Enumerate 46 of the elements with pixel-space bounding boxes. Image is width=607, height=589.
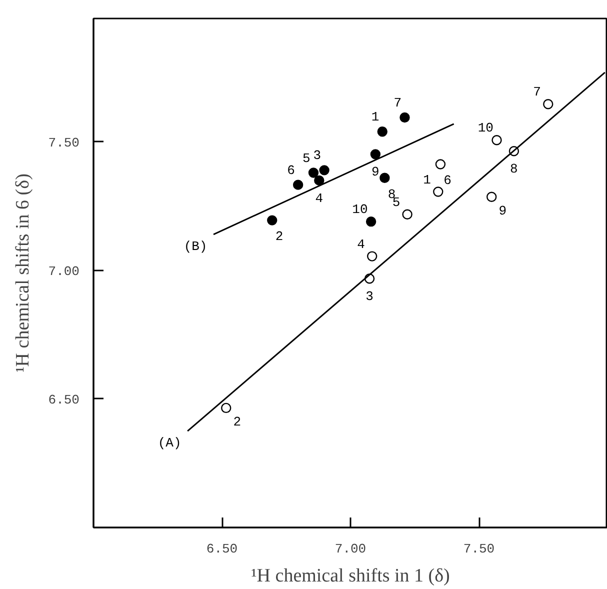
annotation: (B) <box>184 238 208 254</box>
y-tick-label: 7.00 <box>48 264 80 279</box>
point <box>314 175 324 186</box>
annotation: 9 <box>372 164 380 180</box>
point <box>267 215 278 226</box>
x-tick-label: 6.50 <box>206 542 238 556</box>
annotation: 1 <box>423 172 432 188</box>
point <box>292 180 304 190</box>
annotation: 2 <box>275 229 284 244</box>
point <box>380 172 390 183</box>
x-axis-title: ¹H chemical shifts in 1 (δ) <box>251 566 450 586</box>
annotation: (A) <box>158 436 182 451</box>
y-tick-label: 6.50 <box>48 392 80 408</box>
annotation: 6 <box>287 162 295 178</box>
point <box>402 209 412 220</box>
point <box>435 159 446 170</box>
annotation: 7 <box>533 84 541 100</box>
point <box>319 165 330 176</box>
point <box>433 186 444 197</box>
annotation: 4 <box>357 236 366 252</box>
annotation: 3 <box>366 289 374 304</box>
y-tick-label: 7.50 <box>48 135 80 150</box>
point <box>370 149 381 160</box>
x-tick-label: 7.50 <box>463 542 495 556</box>
annotation: 5 <box>302 150 310 166</box>
point <box>377 126 388 137</box>
annotation: 3 <box>313 148 322 164</box>
point <box>366 216 376 227</box>
annotation: 9 <box>498 203 507 218</box>
point <box>221 402 232 414</box>
annotation: 10 <box>352 202 368 218</box>
annotation: 10 <box>478 120 494 136</box>
point <box>308 168 319 178</box>
point <box>486 192 497 202</box>
point <box>366 251 378 262</box>
annotation: 7 <box>394 96 402 111</box>
point <box>543 99 554 110</box>
annotation: 1 <box>371 110 380 125</box>
annotation: 6 <box>444 173 452 188</box>
x-tick-label: 7.00 <box>334 542 366 556</box>
point <box>400 112 410 123</box>
annotation: 8 <box>510 162 518 177</box>
annotation: 4 <box>315 190 324 206</box>
y-axis-title: ¹H chemical shifts in 6 (δ) <box>12 174 34 372</box>
point <box>492 135 502 146</box>
annotation: 2 <box>233 414 242 430</box>
